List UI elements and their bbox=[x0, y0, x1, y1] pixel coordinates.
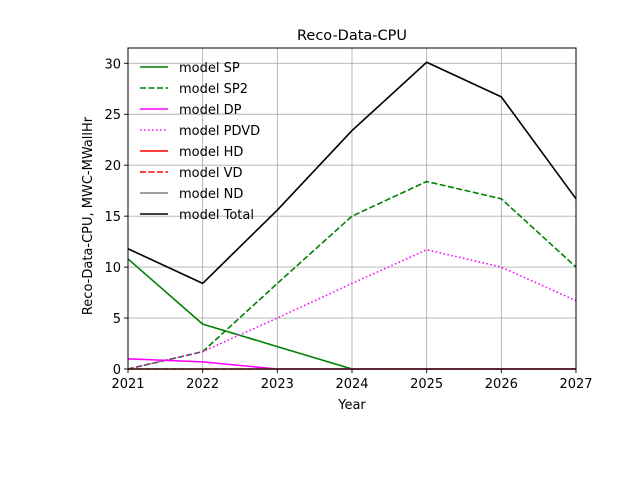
y-tick-label: 25 bbox=[104, 108, 121, 123]
x-axis-label: Year bbox=[337, 398, 366, 413]
x-tick-label: 2023 bbox=[261, 377, 294, 392]
x-tick-label: 2027 bbox=[559, 377, 592, 392]
legend-label-model-vd: model VD bbox=[179, 166, 243, 181]
chart-title: Reco-Data-CPU bbox=[297, 28, 407, 44]
x-tick-label: 2026 bbox=[485, 377, 518, 392]
legend-label-model-total: model Total bbox=[179, 208, 254, 223]
series-line-model-total bbox=[127, 61, 577, 285]
y-tick-label: 30 bbox=[104, 57, 121, 72]
y-tick-label: 15 bbox=[104, 210, 121, 225]
x-tick-label: 2022 bbox=[186, 377, 219, 392]
legend: model SP model SP2 model DP model PDVD model… bbox=[140, 61, 260, 223]
legend-label-model-pdvd: model PDVD bbox=[179, 124, 260, 139]
y-tick-label: 0 bbox=[113, 363, 121, 378]
y-tick-label: 20 bbox=[104, 159, 121, 174]
series-line-model-pdvd bbox=[127, 248, 577, 370]
y-axis-label: Reco-Data-CPU, MWC-MWallHr bbox=[81, 116, 96, 315]
y-tick-label: 5 bbox=[113, 312, 121, 327]
legend-label-model-sp2: model SP2 bbox=[179, 82, 248, 97]
x-tick-label: 2025 bbox=[410, 377, 443, 392]
legend-label-model-nd: model ND bbox=[179, 187, 243, 202]
legend-label-model-sp: model SP bbox=[179, 61, 240, 76]
y-axis-ticks: 0 5 10 15 20 25 30 bbox=[104, 57, 128, 378]
y-tick-label: 10 bbox=[104, 261, 121, 276]
x-tick-label: 2024 bbox=[335, 377, 368, 392]
grid bbox=[127, 48, 577, 370]
x-axis-ticks: 2021 2022 2023 2024 2025 2026 2027 bbox=[111, 369, 593, 392]
x-tick-label: 2021 bbox=[111, 377, 144, 392]
legend-label-model-dp: model DP bbox=[179, 103, 242, 118]
legend-label-model-hd: model HD bbox=[179, 145, 243, 160]
